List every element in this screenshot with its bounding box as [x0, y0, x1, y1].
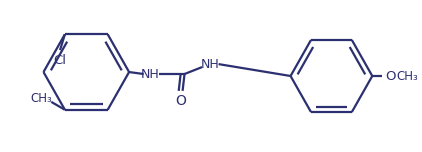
Text: NH: NH [200, 58, 219, 71]
Text: CH₃: CH₃ [31, 92, 52, 105]
Text: O: O [385, 69, 395, 83]
Text: NH: NH [141, 67, 160, 81]
Text: O: O [175, 94, 186, 108]
Text: CH₃: CH₃ [397, 71, 418, 83]
Text: Cl: Cl [54, 54, 67, 67]
